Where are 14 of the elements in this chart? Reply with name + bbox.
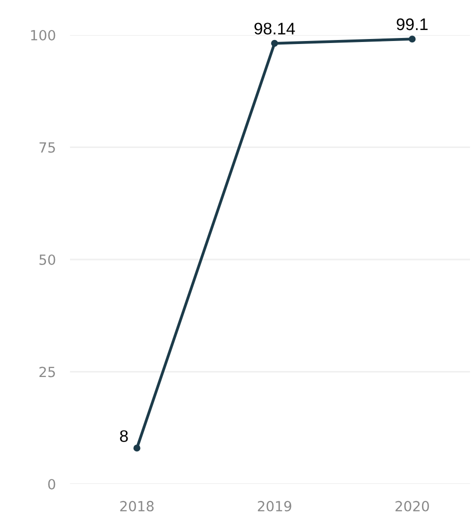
x-tick-label: 2020 bbox=[396, 500, 429, 512]
data-label: 8 bbox=[120, 430, 128, 442]
y-tick-label: 50 bbox=[40, 254, 56, 265]
y-tick-label: 100 bbox=[31, 30, 56, 40]
data-label: 99.1 bbox=[396, 18, 428, 30]
x-tick-label: 2019 bbox=[258, 500, 292, 512]
y-tick-label: 25 bbox=[39, 366, 55, 378]
point bbox=[408, 36, 416, 43]
point bbox=[271, 40, 278, 47]
x-tick-label: 2018 bbox=[120, 500, 154, 512]
y-tick-label: 0 bbox=[48, 478, 56, 490]
y-tick-label: 75 bbox=[40, 142, 55, 153]
data-label: 98.14 bbox=[254, 22, 295, 34]
point bbox=[133, 444, 140, 452]
